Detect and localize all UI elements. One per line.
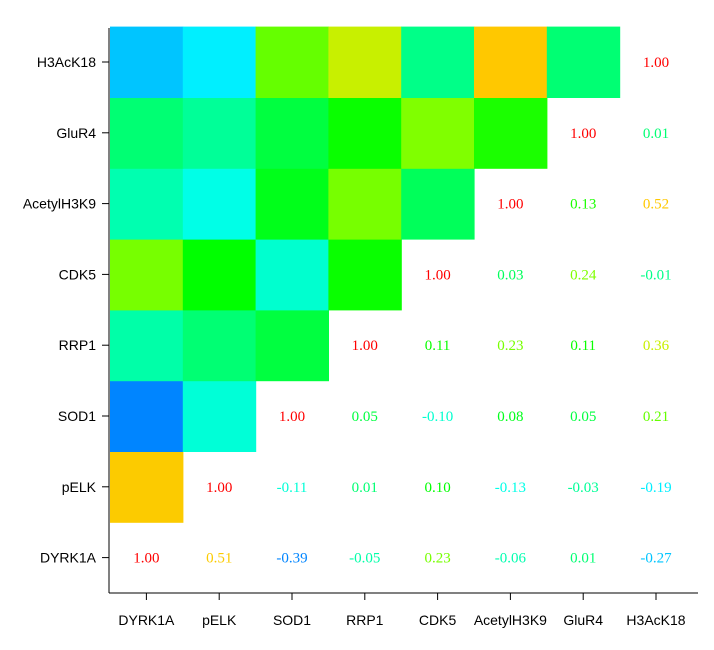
value-label-DYRK1A-DYRK1A: 1.00 (133, 551, 159, 567)
value-label-pELK-GluR4: -0.03 (568, 480, 599, 496)
heatmap-cell-H3AcK18-CDK5 (401, 26, 475, 99)
value-label-DYRK1A-GluR4: 0.01 (570, 551, 596, 567)
value-label-DYRK1A-H3AcK18: -0.27 (640, 551, 672, 567)
x-tick-label-DYRK1A: DYRK1A (118, 612, 175, 628)
value-label-SOD1-CDK5: -0.10 (422, 409, 453, 425)
value-label-CDK5-GluR4: 0.24 (570, 267, 597, 283)
value-label-SOD1-AcetylH3K9: 0.08 (497, 409, 523, 425)
value-label-DYRK1A-RRP1: -0.05 (349, 551, 380, 567)
value-label-RRP1-RRP1: 1.00 (352, 338, 378, 354)
value-label-GluR4-GluR4: 1.00 (570, 126, 596, 142)
heatmap-cell-H3AcK18-DYRK1A (110, 26, 184, 99)
x-tick-label-pELK: pELK (202, 612, 237, 628)
heatmap-cell-AcetylH3K9-SOD1 (255, 168, 329, 240)
x-tick-label-SOD1: SOD1 (273, 612, 311, 628)
heatmap-cell-RRP1-DYRK1A (110, 309, 184, 382)
value-label-RRP1-GluR4: 0.11 (570, 338, 596, 354)
value-label-RRP1-H3AcK18: 0.36 (643, 338, 670, 354)
value-label-SOD1-H3AcK18: 0.21 (643, 409, 669, 425)
x-tick-label-H3AcK18: H3AcK18 (626, 612, 685, 628)
value-label-DYRK1A-CDK5: 0.23 (424, 551, 450, 567)
y-tick-label-SOD1: SOD1 (58, 408, 96, 424)
value-label-DYRK1A-AcetylH3K9: -0.06 (495, 551, 527, 567)
value-label-AcetylH3K9-GluR4: 0.13 (570, 197, 596, 213)
value-label-pELK-H3AcK18: -0.19 (640, 480, 671, 496)
x-tick-label-RRP1: RRP1 (346, 612, 384, 628)
heatmap-cell-H3AcK18-SOD1 (255, 26, 329, 99)
heatmap-cell-GluR4-pELK (182, 97, 257, 169)
heatmap-cell-CDK5-pELK (182, 239, 257, 311)
y-tick-label-GluR4: GluR4 (56, 125, 96, 141)
value-label-CDK5-H3AcK18: -0.01 (640, 267, 671, 283)
value-label-pELK-AcetylH3K9: -0.13 (495, 480, 526, 496)
value-label-H3AcK18-H3AcK18: 1.00 (643, 55, 669, 71)
value-label-SOD1-GluR4: 0.05 (570, 409, 596, 425)
y-tick-label-DYRK1A: DYRK1A (40, 550, 97, 566)
y-tick-label-pELK: pELK (62, 479, 97, 495)
x-axis-ticks: DYRK1A pELK SOD1 RRP1 CDK5 AcetylH3K9 GluR4 H3A… (118, 593, 686, 628)
value-label-SOD1-RRP1: 0.05 (352, 409, 378, 425)
value-label-AcetylH3K9-H3AcK18: 0.52 (643, 197, 669, 213)
value-label-CDK5-AcetylH3K9: 0.03 (497, 267, 523, 283)
x-tick-label-CDK5: CDK5 (419, 612, 457, 628)
value-label-RRP1-AcetylH3K9: 0.23 (497, 338, 523, 354)
value-label-GluR4-H3AcK18: 0.01 (643, 126, 669, 142)
heatmap-cell-GluR4-AcetylH3K9 (474, 97, 548, 169)
heatmap-cell-CDK5-SOD1 (255, 239, 329, 311)
axes (108, 28, 698, 594)
value-label-CDK5-CDK5: 1.00 (424, 267, 450, 283)
value-label-pELK-SOD1: -0.11 (277, 480, 308, 496)
value-label-pELK-pELK: 1.00 (206, 480, 232, 496)
heatmap-cell-H3AcK18-pELK (182, 26, 257, 99)
heatmap-cell-H3AcK18-GluR4 (546, 26, 621, 99)
value-labels: 1.00 0.51 -0.39 -0.05 0.23 -0.06 0.01 -0.27 1.00… (133, 55, 672, 567)
value-label-pELK-RRP1: 0.01 (352, 480, 378, 496)
heatmap-cell-pELK-DYRK1A (110, 451, 184, 523)
heatmap-cells (110, 26, 621, 523)
heatmap-cell-GluR4-DYRK1A (110, 97, 184, 169)
heatmap-cell-H3AcK18-RRP1 (328, 26, 402, 99)
value-label-DYRK1A-pELK: 0.51 (206, 551, 232, 567)
y-tick-label-AcetylH3K9: AcetylH3K9 (23, 196, 96, 212)
heatmap-cell-CDK5-DYRK1A (110, 239, 184, 311)
value-label-RRP1-CDK5: 0.11 (425, 338, 451, 354)
x-tick-label-GluR4: GluR4 (563, 612, 603, 628)
heatmap-cell-RRP1-pELK (182, 309, 257, 382)
heatmap-cell-GluR4-SOD1 (255, 97, 329, 169)
y-tick-label-CDK5: CDK5 (59, 266, 97, 282)
value-label-DYRK1A-SOD1: -0.39 (276, 551, 307, 567)
heatmap-cell-SOD1-pELK (182, 380, 257, 452)
heatmap-cell-CDK5-RRP1 (328, 239, 402, 311)
heatmap-cell-GluR4-RRP1 (328, 97, 402, 169)
heatmap-cell-H3AcK18-AcetylH3K9 (474, 26, 548, 99)
heatmap-cell-AcetylH3K9-DYRK1A (110, 168, 184, 240)
heatmap-cell-GluR4-CDK5 (401, 97, 475, 169)
y-tick-label-H3AcK18: H3AcK18 (37, 54, 96, 70)
y-tick-label-RRP1: RRP1 (59, 337, 97, 353)
value-label-AcetylH3K9-AcetylH3K9: 1.00 (497, 197, 523, 213)
heatmap-cell-RRP1-SOD1 (255, 309, 329, 382)
heatmap-cell-AcetylH3K9-RRP1 (328, 168, 402, 240)
heatmap-cell-SOD1-DYRK1A (110, 380, 184, 452)
y-axis-ticks: DYRK1A pELK SOD1 RRP1 CDK5 AcetylH3K9 GluR4 H3A… (23, 54, 109, 566)
value-label-SOD1-SOD1: 1.00 (279, 409, 305, 425)
value-label-pELK-CDK5: 0.10 (424, 480, 450, 496)
x-tick-label-AcetylH3K9: AcetylH3K9 (474, 612, 547, 628)
heatmap-cell-AcetylH3K9-pELK (182, 168, 257, 240)
heatmap-cell-AcetylH3K9-CDK5 (401, 168, 475, 240)
